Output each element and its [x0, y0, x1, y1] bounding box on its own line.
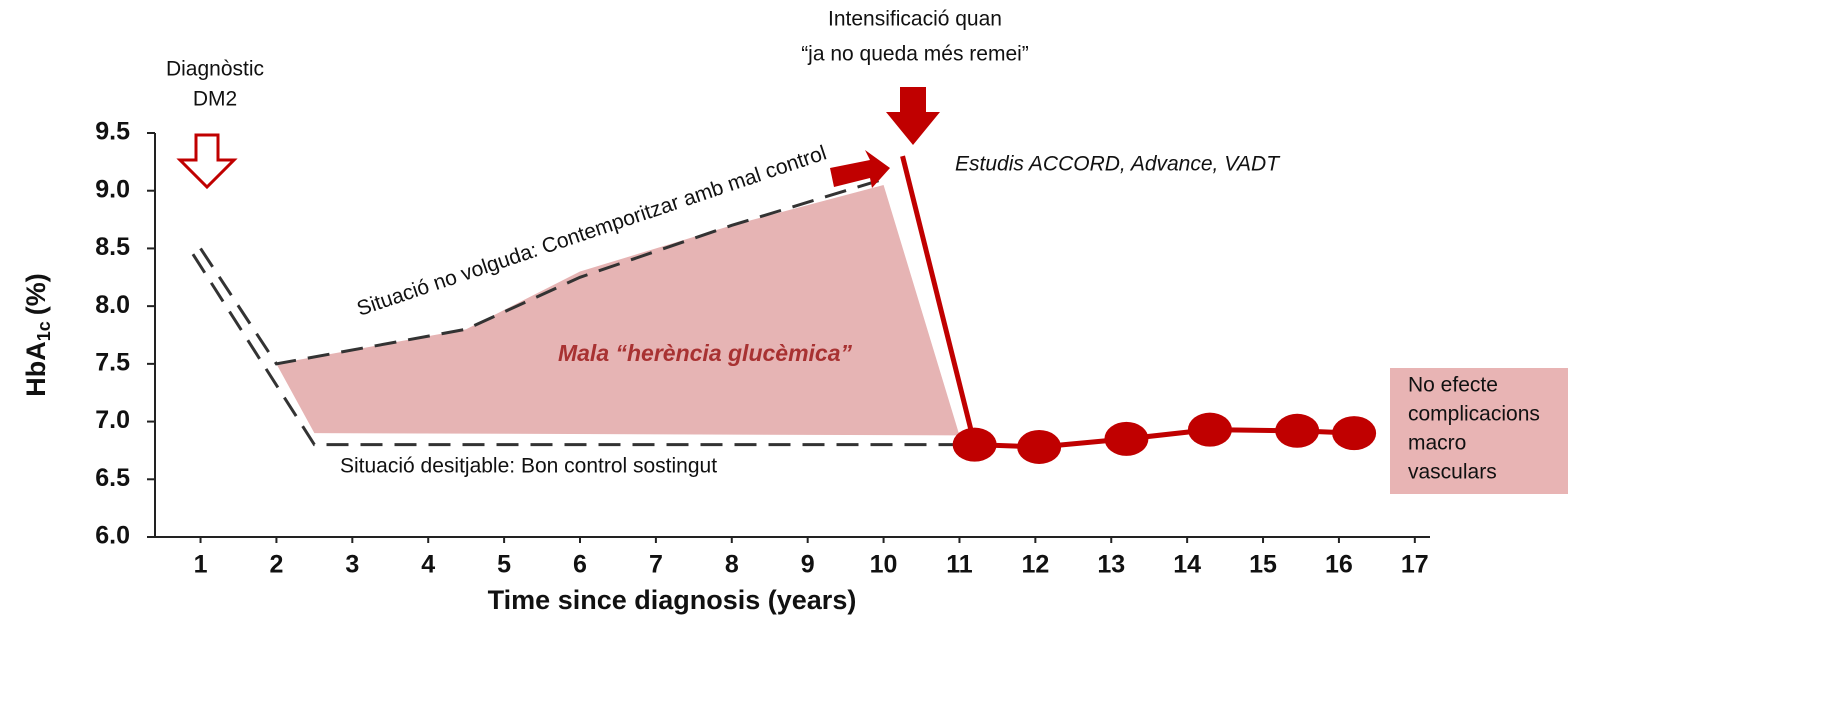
x-tick-label: 1: [194, 551, 208, 579]
area: [276, 184, 960, 436]
series-line: [199, 177, 885, 366]
annotation: Situació desitjable: Bon control sosting…: [340, 455, 717, 478]
intensification-arrow: [886, 87, 940, 145]
y-label-unit: (%): [21, 273, 51, 315]
x-tick-label: 7: [649, 551, 663, 579]
x-tick-label: 13: [1097, 551, 1125, 579]
y-tick-label: 6.0: [95, 522, 130, 550]
marker: [1187, 412, 1232, 447]
y-tick-label: 8.5: [95, 233, 130, 261]
annotation: macro: [1408, 432, 1466, 455]
x-tick-label: 9: [801, 551, 815, 579]
x-tick-label: 5: [497, 551, 511, 579]
x-tick-label: 11: [946, 551, 973, 579]
x-tick-label: 2: [269, 551, 283, 579]
y-tick-label: 8.0: [95, 291, 130, 319]
series-line: [900, 155, 978, 446]
x-tick-label: 15: [1249, 551, 1277, 579]
y-label-sub: 1c: [34, 321, 54, 341]
y-label-main: HbA: [21, 341, 51, 397]
x-tick-label: 16: [1325, 551, 1353, 579]
x-tick-label: 8: [725, 551, 739, 579]
note-box: [1390, 368, 1568, 494]
diagnosis-arrow: [176, 133, 238, 190]
marker: [952, 427, 997, 462]
y-axis-label: HbA1c (%): [21, 273, 54, 397]
x-tick-label: 14: [1173, 551, 1201, 579]
x-tick-label: 17: [1401, 551, 1429, 579]
annotation: complicacions: [1408, 403, 1540, 426]
annotation: vasculars: [1408, 461, 1497, 484]
annotation: Diagnòstic: [166, 58, 264, 81]
x-tick-label: 6: [573, 551, 587, 579]
x-axis-label: Time since diagnosis (years): [488, 585, 857, 615]
x-tick-label: 4: [421, 551, 435, 579]
annotation: Intensificació quan: [828, 8, 1002, 31]
x-tick-label: 3: [345, 551, 359, 579]
y-tick-label: 9.0: [95, 175, 130, 203]
x-tick-label: 12: [1021, 551, 1049, 579]
x-tick-label: 10: [870, 551, 898, 579]
series-line: [191, 253, 960, 447]
marker: [1017, 429, 1062, 464]
y-tick-label: 7.5: [95, 348, 130, 376]
annotation: “ja no queda més remei”: [801, 43, 1029, 66]
y-tick-label: 9.5: [95, 118, 130, 146]
annotation: No efecte: [1408, 374, 1498, 397]
marker: [1104, 421, 1149, 456]
annotation: DM2: [193, 88, 237, 111]
pointer-arrow: [830, 150, 890, 188]
marker: [1275, 413, 1320, 448]
plot: [191, 155, 1377, 464]
y-tick-label: 6.5: [95, 464, 130, 492]
y-tick-label: 7.0: [95, 406, 130, 434]
marker: [1332, 416, 1377, 451]
annotation: Estudis ACCORD, Advance, VADT: [955, 153, 1281, 176]
annotation: Mala “herència glucèmica”: [558, 340, 853, 366]
